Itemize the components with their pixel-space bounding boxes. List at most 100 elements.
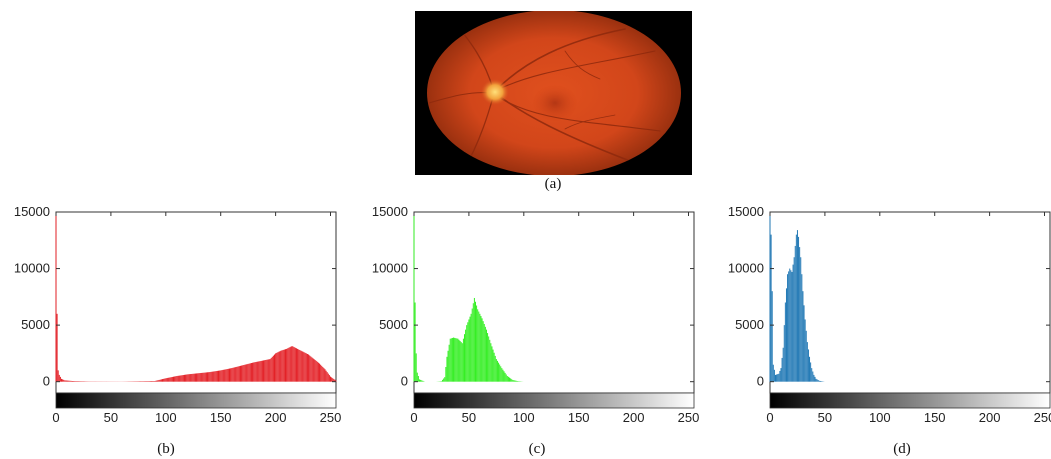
y-tick-label: 0 — [43, 374, 50, 389]
histogram-bar — [308, 354, 310, 382]
histogram-bar — [162, 379, 164, 382]
histogram-bar — [210, 371, 212, 382]
histogram-bar — [65, 380, 67, 382]
histogram-bar — [480, 316, 482, 382]
plot-frame — [769, 211, 1051, 394]
histogram-bar — [177, 375, 179, 382]
histogram-bar — [772, 364, 774, 382]
histogram-bar — [281, 350, 283, 382]
histogram-bar — [799, 247, 801, 382]
histogram-bar — [302, 351, 304, 382]
histogram-bar — [241, 365, 243, 382]
histogram-bar — [482, 321, 484, 382]
histogram-bar — [472, 303, 474, 382]
histogram-bar — [233, 367, 235, 382]
histogram-bar — [298, 349, 300, 382]
histogram-bar — [216, 370, 218, 382]
histogram-bar — [172, 376, 174, 382]
histogram-bar — [277, 352, 279, 382]
histogram-bar — [469, 316, 471, 382]
histogram-bar — [488, 336, 490, 382]
histogram-bar — [255, 362, 257, 382]
histogram-bar — [514, 380, 516, 382]
histogram-bar — [189, 374, 191, 382]
histogram-bar — [785, 288, 787, 382]
caption-b: (b) — [157, 441, 175, 457]
histogram-bar — [68, 380, 70, 382]
histogram-bar — [324, 369, 326, 382]
histogram-bar — [450, 338, 452, 382]
histogram-bar — [451, 337, 453, 382]
histogram-bar — [328, 375, 330, 382]
histogram-bar — [327, 373, 329, 382]
histogram-bar — [264, 360, 266, 382]
histogram-bar — [238, 366, 240, 382]
histogram-bar — [464, 334, 466, 382]
histogram-bar — [69, 380, 71, 382]
histogram-bar — [420, 379, 422, 382]
caption-a: (a) — [544, 176, 562, 192]
histogram-bar — [235, 366, 237, 382]
histogram-bar — [507, 376, 509, 382]
histogram-bar — [146, 381, 148, 382]
histogram-bar — [199, 373, 201, 382]
histogram-bar — [57, 370, 59, 382]
histogram-bar — [58, 374, 60, 382]
x-tick-label: 100 — [869, 410, 891, 425]
histogram-bar — [180, 375, 182, 382]
histogram-bar — [275, 353, 277, 382]
histogram-bar — [245, 364, 247, 382]
histogram-bar — [446, 356, 448, 382]
histogram-bar — [442, 379, 444, 382]
y-tick-label: 10000 — [14, 261, 50, 276]
histogram-bar — [498, 362, 500, 382]
histogram-bar — [301, 351, 303, 382]
histogram-bar — [776, 374, 778, 382]
x-tick-label: 200 — [623, 410, 645, 425]
histogram-bar — [303, 352, 305, 382]
histogram-bar — [511, 379, 513, 382]
histogram-bar — [145, 381, 147, 382]
histogram-bar — [809, 356, 811, 382]
histogram-bar — [64, 380, 66, 382]
histogram-bar — [784, 302, 786, 382]
histogram-bar — [415, 353, 417, 382]
histogram-bar — [810, 362, 812, 382]
histogram-bar — [247, 363, 249, 382]
histogram-bar — [56, 313, 58, 382]
histogram-bar — [418, 379, 420, 382]
histogram-bar — [237, 366, 239, 382]
histogram-bar — [200, 372, 202, 382]
histogram-bar — [284, 349, 286, 382]
y-tick-label: 5000 — [21, 317, 50, 332]
histogram-bar — [204, 372, 206, 382]
x-tick-label: 0 — [410, 410, 417, 425]
histogram-bar — [256, 361, 258, 382]
histogram-bar — [157, 380, 159, 382]
histogram-bar — [63, 379, 65, 382]
histogram-bar — [513, 380, 515, 382]
histogram-bar — [171, 376, 173, 382]
histogram-bar — [249, 363, 251, 382]
histogram-bar — [219, 370, 221, 382]
histogram-bar — [147, 381, 149, 382]
histogram-bars — [55, 212, 337, 382]
histogram-bar — [770, 234, 772, 382]
histogram-bar — [289, 347, 291, 382]
y-tick-label: 10000 — [728, 261, 764, 276]
histogram-bar — [505, 374, 507, 382]
histogram-bar — [417, 376, 419, 382]
x-tick-label: 200 — [979, 410, 1001, 425]
histogram-bar — [291, 346, 293, 382]
y-tick-label: 5000 — [379, 317, 408, 332]
histogram-bar — [178, 375, 180, 382]
histogram-bar — [221, 370, 223, 382]
histogram-bar — [790, 270, 792, 382]
histogram-bar — [447, 350, 449, 382]
histogram-bar — [222, 369, 224, 382]
histogram-bar — [294, 347, 296, 382]
histogram-bar — [242, 365, 244, 382]
histogram-bar — [170, 377, 172, 382]
histogram-bar — [330, 376, 332, 382]
histogram-bar — [263, 360, 265, 382]
